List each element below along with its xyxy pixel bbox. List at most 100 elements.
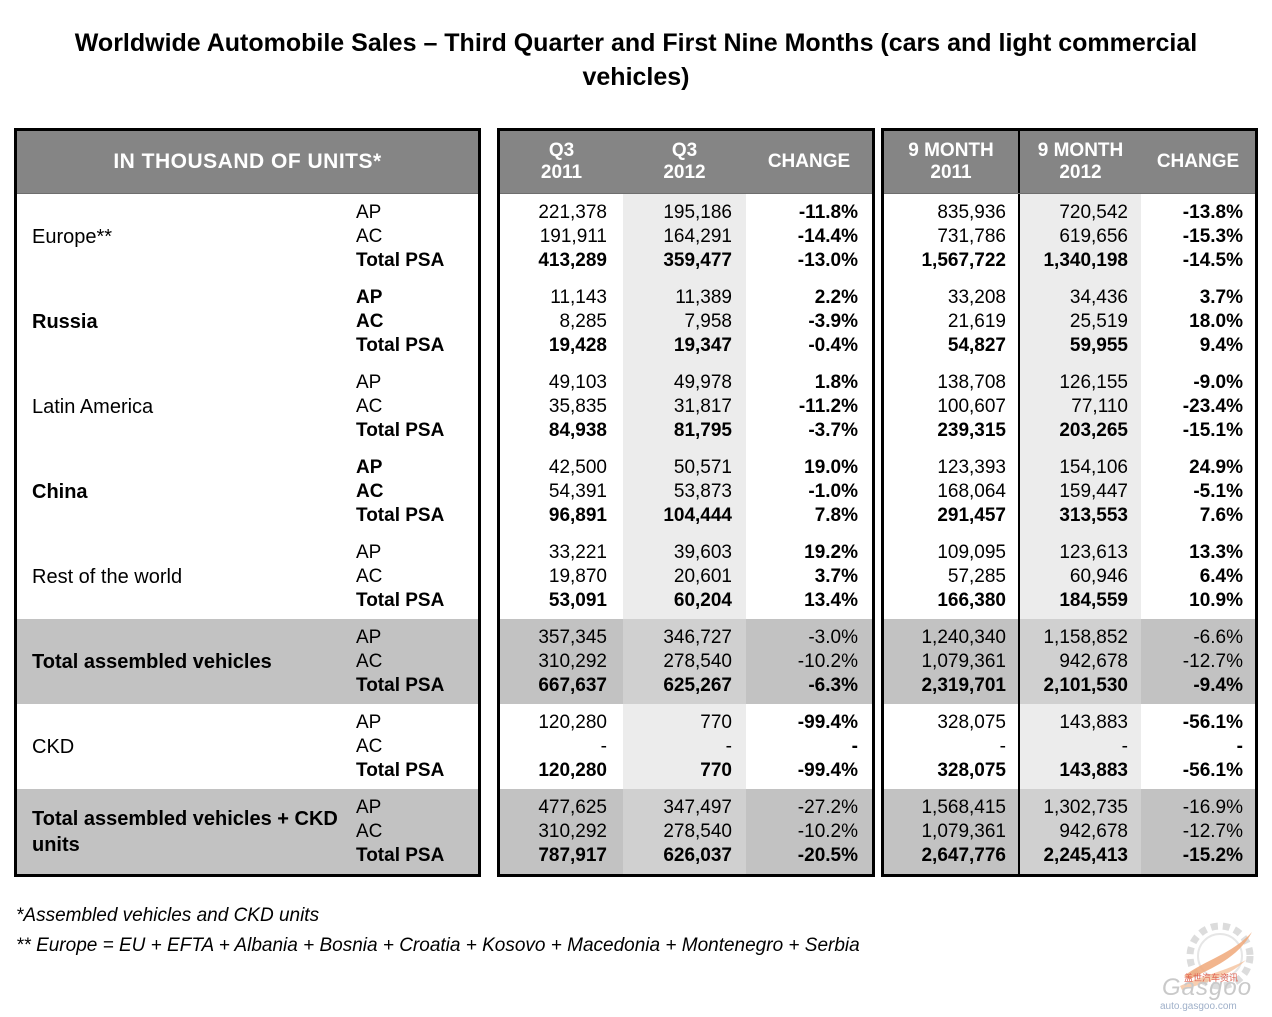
value-column: -3.0% -10.2% -6.3% xyxy=(746,619,872,704)
cell-value: 731,786 xyxy=(937,226,1006,247)
cell-value: -6.6% xyxy=(1193,627,1243,648)
cell-value: - xyxy=(999,736,1006,757)
cell-value: 278,540 xyxy=(663,821,732,842)
nine-month-header-row: 9 MONTH 2011 9 MONTH 2012 CHANGE xyxy=(884,131,1255,194)
cell-value: 770 xyxy=(700,712,732,733)
value-column: 195,186 164,291 359,477 xyxy=(623,194,746,279)
cell-value: 191,911 xyxy=(539,226,607,247)
cell-value: 195,186 xyxy=(663,202,732,223)
col-header-change-9m: CHANGE xyxy=(1141,131,1255,193)
cell-value: 13.4% xyxy=(804,590,858,611)
value-group: 123,393 168,064 291,457 154,106 159,447 313,5… xyxy=(884,449,1255,534)
cell-value: - xyxy=(1236,736,1243,757)
cell-value: -13.0% xyxy=(797,250,858,271)
row-label: Total PSA xyxy=(356,759,445,781)
row-label: AP xyxy=(356,456,383,478)
footnotes: *Assembled vehicles and CKD units ** Eur… xyxy=(16,901,1272,961)
cell-value: 1,158,852 xyxy=(1043,627,1128,648)
units-header-label: IN THOUSAND OF UNITS* xyxy=(113,150,382,173)
regions-table: IN THOUSAND OF UNITS* Europe** AP AC Total … xyxy=(14,128,481,877)
cell-value: 1,567,722 xyxy=(921,250,1006,271)
value-column: 1,302,735 942,678 2,245,413 xyxy=(1018,789,1141,874)
cell-value: 19,347 xyxy=(673,335,732,356)
cell-value: -5.1% xyxy=(1193,481,1243,502)
col-header-change-q3: CHANGE xyxy=(746,131,872,193)
value-group: 11,143 8,285 19,428 11,389 7,958 19,347 2.2% -3… xyxy=(500,279,872,364)
value-group: 109,095 57,285 166,380 123,613 60,946 184,559… xyxy=(884,534,1255,619)
cell-value: 96,891 xyxy=(548,505,607,526)
row-labels: AP AC Total PSA xyxy=(356,789,478,874)
footnote-europe: ** Europe = EU + EFTA + Albania + Bosnia… xyxy=(16,935,860,956)
value-group: 477,625 310,292 787,917 347,497 278,540 626,0… xyxy=(500,789,872,874)
row-label: AP xyxy=(356,796,382,818)
value-column: 34,436 25,519 59,955 xyxy=(1018,279,1141,364)
value-column: 3.7% 18.0% 9.4% xyxy=(1141,279,1255,364)
cell-value: 104,444 xyxy=(663,505,732,526)
value-column: 720,542 619,656 1,340,198 xyxy=(1018,194,1141,279)
cell-value: 291,457 xyxy=(937,505,1006,526)
value-group: 1,568,415 1,079,361 2,647,776 1,302,735 942,… xyxy=(884,789,1255,874)
value-column: 835,936 731,786 1,567,722 xyxy=(884,194,1018,279)
cell-value: 123,613 xyxy=(1059,542,1128,563)
cell-value: -0.4% xyxy=(808,335,858,356)
cell-value: 25,519 xyxy=(1069,311,1128,332)
col-header-q3-2012: Q3 2012 xyxy=(623,131,746,193)
region-label: Russia xyxy=(32,310,98,333)
gasgoo-gear-icon xyxy=(1180,922,1254,990)
value-group: 42,500 54,391 96,891 50,571 53,873 104,444 19.… xyxy=(500,449,872,534)
cell-value: -15.1% xyxy=(1182,420,1243,441)
cell-value: 942,678 xyxy=(1059,651,1128,672)
cell-value: 942,678 xyxy=(1059,821,1128,842)
value-group: 33,208 21,619 54,827 34,436 25,519 59,955 3.7%… xyxy=(884,279,1255,364)
cell-value: 19.2% xyxy=(804,542,858,563)
value-column: 1,158,852 942,678 2,101,530 xyxy=(1018,619,1141,704)
cell-value: 310,292 xyxy=(538,821,607,842)
row-label: Total PSA xyxy=(356,589,445,611)
row-label: AC xyxy=(356,735,383,757)
value-column: 49,103 35,835 84,938 xyxy=(500,364,623,449)
value-column: 33,221 19,870 53,091 xyxy=(500,534,623,619)
row-labels: AP AC Total PSA xyxy=(356,534,478,619)
cell-value: 20,601 xyxy=(673,566,732,587)
value-column: 328,075 - 328,075 xyxy=(884,704,1018,789)
value-group: 33,221 19,870 53,091 39,603 20,601 60,204 19.2… xyxy=(500,534,872,619)
cell-value: 84,938 xyxy=(548,420,607,441)
row-label: AC xyxy=(356,650,383,672)
col-header-9m-2011: 9 MONTH 2011 xyxy=(884,131,1018,193)
row-label: Total PSA xyxy=(356,334,445,356)
cell-value: 328,075 xyxy=(937,760,1006,781)
cell-value: 1,079,361 xyxy=(921,651,1006,672)
cell-value: 278,540 xyxy=(663,651,732,672)
cell-value: 109,095 xyxy=(937,542,1006,563)
cell-value: 667,637 xyxy=(538,675,607,696)
value-group: 138,708 100,607 239,315 126,155 77,110 203,26… xyxy=(884,364,1255,449)
value-column: 19.0% -1.0% 7.8% xyxy=(746,449,872,534)
cell-value: - xyxy=(1121,736,1128,757)
cell-value: 6.4% xyxy=(1199,566,1243,587)
cell-value: -56.1% xyxy=(1182,712,1243,733)
value-column: -56.1% - -56.1% xyxy=(1141,704,1255,789)
cell-value: 123,393 xyxy=(937,457,1006,478)
cell-value: 18.0% xyxy=(1189,311,1243,332)
value-column: -16.9% -12.7% -15.2% xyxy=(1141,789,1255,874)
row-label: Total PSA xyxy=(356,674,445,696)
row-labels: AP AC Total PSA xyxy=(356,449,478,534)
value-column: 1,240,340 1,079,361 2,319,701 xyxy=(884,619,1018,704)
regions-table-body: Europe** AP AC Total PSA Russia AP AC Total PSA… xyxy=(17,194,478,874)
row-label: AP xyxy=(356,541,382,563)
cell-value: 57,285 xyxy=(947,566,1006,587)
cell-value: -20.5% xyxy=(797,845,858,866)
value-column: 120,280 - 120,280 xyxy=(500,704,623,789)
cell-value: 120,280 xyxy=(538,712,607,733)
cell-value: 3.7% xyxy=(1199,287,1243,308)
value-column: 1.8% -11.2% -3.7% xyxy=(746,364,872,449)
gasgoo-site-label: auto.gasgoo.com xyxy=(1160,1001,1237,1012)
cell-value: -14.4% xyxy=(797,226,858,247)
cell-value: 619,656 xyxy=(1059,226,1128,247)
row-label: AC xyxy=(356,395,383,417)
cell-value: -12.7% xyxy=(1182,821,1243,842)
value-column: 770 - 770 xyxy=(623,704,746,789)
cell-value: 35,835 xyxy=(548,396,607,417)
value-column: 11,143 8,285 19,428 xyxy=(500,279,623,364)
value-column: 49,978 31,817 81,795 xyxy=(623,364,746,449)
